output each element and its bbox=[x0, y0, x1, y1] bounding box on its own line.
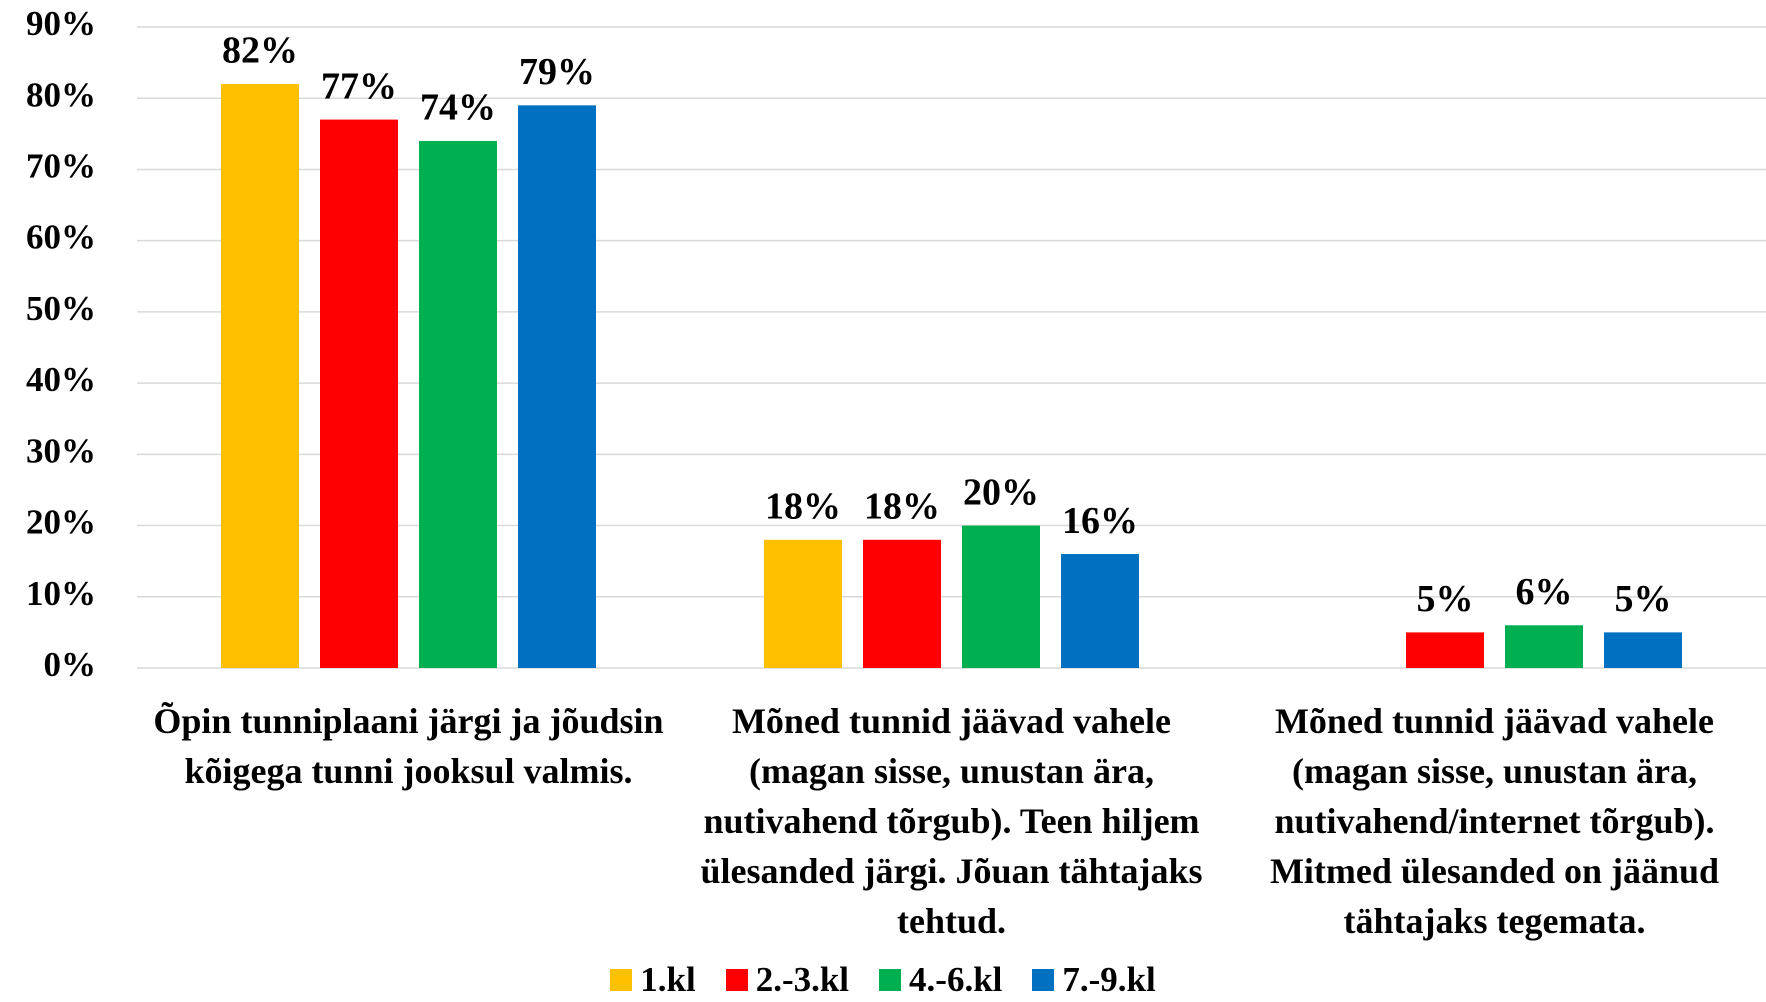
legend-item: 1.kl bbox=[610, 960, 696, 1000]
legend-item: 2.-3.kl bbox=[725, 960, 850, 1000]
legend-label: 2.-3.kl bbox=[755, 960, 850, 999]
value-label: 82% bbox=[222, 30, 298, 72]
bar bbox=[518, 105, 596, 669]
x-tick-label: Õpin tunniplaani järgi ja jõudsin kõigeg… bbox=[153, 701, 664, 791]
legend-swatch bbox=[1032, 969, 1055, 991]
value-label: 16% bbox=[1062, 500, 1138, 542]
legend-label: 1.kl bbox=[640, 960, 696, 999]
value-label: 6% bbox=[1516, 571, 1573, 613]
y-tick-label: 50% bbox=[26, 289, 96, 328]
legend-swatch bbox=[610, 969, 633, 991]
bar bbox=[221, 83, 299, 668]
y-tick-label: 70% bbox=[26, 146, 96, 185]
value-label: 20% bbox=[963, 471, 1039, 513]
legend-label: 4.-6.kl bbox=[909, 960, 1003, 999]
y-tick-label: 60% bbox=[26, 218, 96, 257]
y-tick-label: 90% bbox=[26, 4, 96, 43]
bar bbox=[863, 539, 941, 668]
bar bbox=[962, 525, 1040, 668]
bar bbox=[1505, 625, 1583, 668]
y-tick-label: 30% bbox=[26, 431, 96, 470]
x-tick-label: Mõned tunnid jäävad vahele (magan sisse,… bbox=[1269, 701, 1720, 941]
y-tick-label: 20% bbox=[26, 503, 96, 542]
value-label: 79% bbox=[519, 51, 595, 93]
value-label: 77% bbox=[321, 65, 397, 107]
legend: 1.kl 2.-3.kl 4.-6.kl 7.-9.kl bbox=[0, 960, 1766, 1000]
value-label: 18% bbox=[765, 486, 841, 528]
legend-swatch bbox=[879, 969, 902, 991]
bar bbox=[1604, 632, 1682, 668]
value-label: 5% bbox=[1417, 578, 1474, 620]
bar bbox=[1406, 632, 1484, 668]
y-tick-label: 10% bbox=[26, 574, 96, 613]
value-label: 74% bbox=[420, 87, 496, 129]
bar bbox=[320, 119, 398, 669]
legend-swatch bbox=[725, 969, 748, 991]
x-tick-label: Mõned tunnid jäävad vahele (magan sisse,… bbox=[700, 701, 1203, 941]
bar bbox=[1061, 554, 1139, 668]
y-tick-label: 40% bbox=[26, 360, 96, 399]
value-label: 5% bbox=[1615, 578, 1672, 620]
y-tick-label: 0% bbox=[44, 645, 97, 684]
bar bbox=[419, 140, 497, 668]
y-tick-label: 80% bbox=[26, 75, 96, 114]
legend-label: 7.-9.kl bbox=[1062, 960, 1156, 999]
value-label: 18% bbox=[864, 486, 940, 528]
legend-item: 7.-9.kl bbox=[1032, 960, 1156, 1000]
bar bbox=[764, 539, 842, 668]
legend-item: 4.-6.kl bbox=[879, 960, 1002, 1000]
